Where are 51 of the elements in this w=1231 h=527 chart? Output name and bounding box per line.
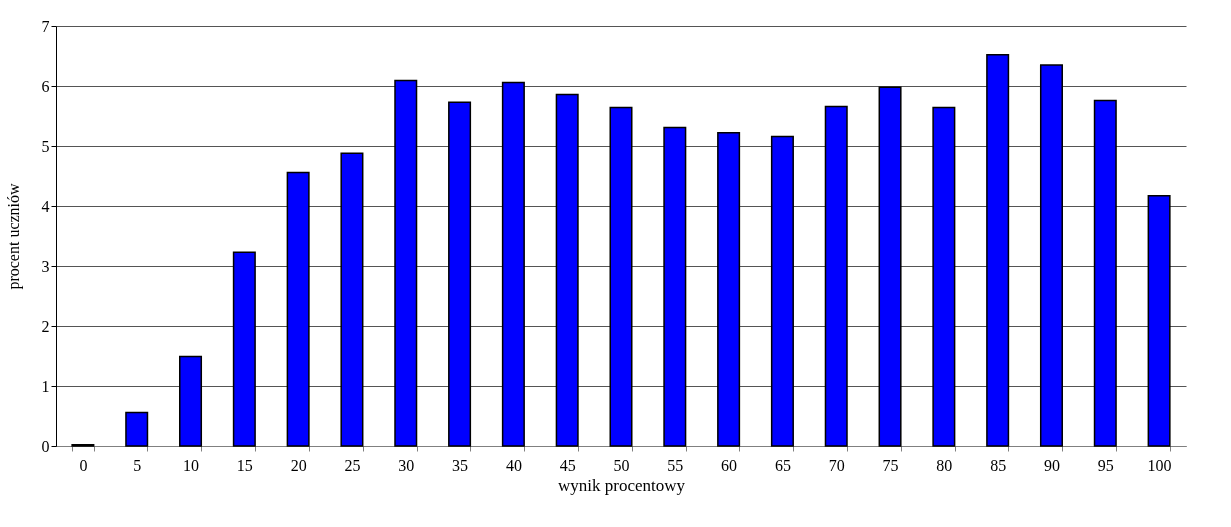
x-tick-label: 90 — [1043, 456, 1060, 474]
bar — [663, 126, 687, 447]
x-tick-label: 60 — [721, 456, 738, 474]
x-tick-label: 40 — [505, 456, 522, 474]
bar — [501, 81, 525, 447]
bar — [609, 106, 633, 447]
x-tick-label: 100 — [1147, 456, 1172, 474]
x-tick-label: 75 — [882, 456, 899, 474]
x-tick-label: 15 — [236, 456, 253, 474]
bar — [394, 79, 418, 447]
x-tick-label: 25 — [344, 456, 361, 474]
x-tick-label: 30 — [398, 456, 415, 474]
bar — [770, 135, 794, 447]
x-tick-label: 20 — [290, 456, 307, 474]
x-tick-label: 35 — [452, 456, 469, 474]
x-tick-label: 95 — [1097, 456, 1114, 474]
bar — [878, 86, 902, 447]
x-tick-label: 55 — [667, 456, 684, 474]
bar — [340, 152, 364, 447]
y-tick-label: 4 — [41, 197, 50, 215]
x-tick-label: 0 — [79, 456, 88, 474]
y-tick-label: 6 — [41, 77, 50, 95]
bar — [1093, 99, 1117, 447]
x-tick-label: 80 — [936, 456, 953, 474]
bar — [448, 101, 472, 447]
bar — [932, 106, 956, 447]
y-tick-label: 0 — [41, 437, 50, 455]
bar — [717, 132, 741, 447]
bar — [125, 411, 149, 447]
y-tick-label: 2 — [41, 317, 50, 335]
bar — [179, 355, 203, 447]
bar — [1147, 195, 1171, 447]
bar — [555, 93, 579, 447]
bar — [1039, 64, 1063, 447]
x-tick-label: 50 — [613, 456, 630, 474]
x-tick-label: 70 — [828, 456, 845, 474]
x-tick-label: 65 — [774, 456, 791, 474]
y-tick-label: 1 — [41, 377, 50, 395]
y-axis-title: procent uczniów — [4, 182, 23, 290]
x-tick-label: 10 — [183, 456, 200, 474]
x-tick-label: 5 — [133, 456, 142, 474]
bar — [286, 171, 310, 447]
x-tick-label: 85 — [990, 456, 1007, 474]
bar — [986, 54, 1010, 447]
y-tick-label: 3 — [41, 257, 50, 275]
x-tick-label: 45 — [559, 456, 576, 474]
x-axis-title: wynik procentowy — [557, 475, 686, 495]
bar — [232, 251, 256, 447]
y-tick-label: 7 — [41, 17, 50, 35]
y-tick-label: 5 — [41, 137, 50, 155]
bar — [824, 105, 848, 447]
